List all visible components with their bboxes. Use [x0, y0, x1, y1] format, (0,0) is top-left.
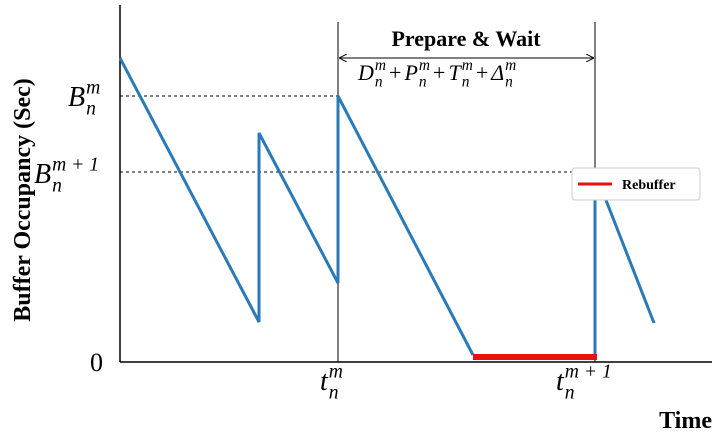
math-base: B: [34, 159, 51, 190]
legend-label: Rebuffer: [622, 178, 676, 193]
math-base: t: [556, 366, 565, 397]
x-axis-label: Time: [659, 408, 712, 432]
math-sub: n: [329, 382, 339, 403]
math-base: T: [448, 60, 462, 85]
math-sub: n: [505, 74, 513, 91]
legend-box: [571, 167, 701, 201]
math-sub: n: [86, 98, 96, 119]
math-sub: n: [419, 74, 427, 91]
math-operator: +: [389, 60, 401, 85]
math-sup: m + 1: [565, 361, 612, 382]
math-operator: +: [476, 60, 488, 85]
buffer-curve: [118, 57, 475, 356]
math-sub: n: [52, 175, 62, 196]
math-base: P: [403, 60, 417, 85]
math-sup: m: [375, 57, 386, 74]
origin-label: 0: [90, 348, 103, 377]
interval-title: Prepare & Wait: [391, 26, 541, 51]
math-sup: m: [419, 57, 430, 74]
math-base: t: [320, 366, 329, 397]
math-sup: m: [86, 77, 100, 98]
math-sup: m: [462, 57, 473, 74]
math-base: D: [357, 60, 374, 85]
math-operator: +: [433, 60, 445, 85]
math-base: Δ: [490, 60, 504, 85]
math-sub: n: [462, 74, 470, 91]
math-sup: m: [329, 361, 343, 382]
y-axis-label: Buffer Occupancy (Sec): [10, 78, 36, 322]
math-sup: m + 1: [52, 154, 99, 175]
math-sup: m: [505, 57, 516, 74]
math-sub: n: [375, 74, 383, 91]
math-sub: n: [565, 382, 575, 403]
math-base: B: [68, 82, 85, 113]
